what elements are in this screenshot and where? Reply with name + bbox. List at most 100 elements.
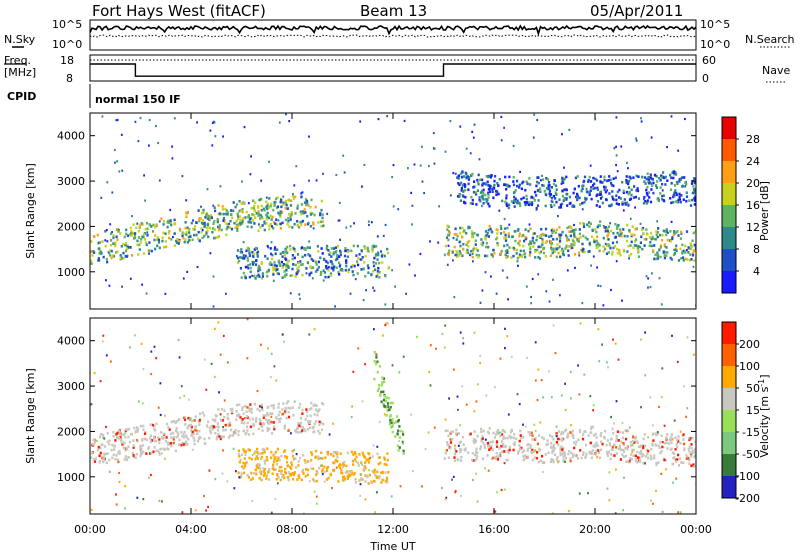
- power-cell: [481, 189, 484, 193]
- velocity-cell: [354, 452, 357, 456]
- velocity-cell: [259, 422, 262, 426]
- power-cell: [685, 191, 688, 194]
- power-cell: [520, 187, 523, 191]
- power-cell: [656, 220, 659, 223]
- power-cell: [296, 207, 299, 210]
- power-cell: [635, 238, 638, 241]
- power-cell: [598, 224, 601, 227]
- velocity-cell: [90, 452, 94, 455]
- power-cell: [468, 240, 471, 243]
- velocity-cell: [351, 459, 354, 463]
- velocity-cell: [290, 463, 294, 467]
- power-cell: [616, 170, 619, 173]
- power-cell: [446, 228, 449, 231]
- power-cell: [541, 184, 544, 187]
- power-cell: [563, 166, 565, 169]
- velocity-cell: [261, 408, 264, 411]
- power-cell: [154, 234, 157, 237]
- power-cell: [182, 236, 185, 240]
- power-cell: [281, 221, 284, 225]
- power-cell: [349, 225, 352, 228]
- power-cell: [461, 171, 464, 174]
- velocity-cell: [555, 458, 559, 461]
- power-cell: [555, 255, 558, 259]
- power-cell: [114, 161, 116, 164]
- power-cell: [595, 179, 599, 182]
- velocity-cell: [276, 458, 280, 462]
- velocity-cell: [334, 459, 337, 462]
- power-cell: [503, 183, 506, 187]
- velocity-cell: [495, 430, 498, 434]
- power-cell: [643, 180, 646, 183]
- power-cell: [125, 255, 128, 258]
- power-cell: [207, 235, 210, 239]
- power-cell: [289, 248, 292, 251]
- power-cell: [479, 301, 482, 304]
- power-cell: [671, 237, 674, 241]
- power-cell: [674, 189, 677, 192]
- power-cell: [660, 303, 663, 306]
- velocity-cell: [327, 476, 330, 480]
- power-cell: [200, 230, 203, 234]
- power-cell: [236, 225, 239, 228]
- velocity-cell: [325, 469, 329, 473]
- velocity-colorbar-swatch: [722, 410, 736, 432]
- power-cell: [653, 244, 656, 247]
- power-colorbar-swatch: [722, 205, 736, 227]
- velocity-cell: [164, 457, 166, 460]
- power-cell: [460, 181, 463, 185]
- power-cell: [253, 274, 256, 278]
- velocity-cell: [693, 455, 696, 459]
- power-cell: [112, 255, 116, 258]
- cpid-label: CPID: [7, 90, 36, 103]
- velocity-cell: [608, 471, 611, 474]
- velocity-cell: [306, 473, 310, 477]
- power-cell: [578, 196, 581, 200]
- velocity-cell: [666, 447, 669, 450]
- velocity-cell: [372, 444, 375, 447]
- velocity-cell: [661, 441, 664, 444]
- power-cell: [266, 211, 269, 215]
- power-cell: [469, 152, 472, 155]
- velocity-cell: [266, 411, 269, 415]
- power-cell: [599, 197, 603, 200]
- power-cell: [463, 175, 466, 178]
- power-cell: [341, 269, 344, 272]
- velocity-cell: [592, 404, 595, 407]
- velocity-cell: [134, 430, 137, 434]
- velocity-cell: [655, 461, 658, 465]
- power-cell: [484, 193, 487, 197]
- velocity-cell: [568, 510, 570, 513]
- power-cell: [561, 230, 564, 234]
- power-cell: [372, 264, 376, 268]
- velocity-cell: [690, 446, 693, 450]
- power-cell: [286, 207, 289, 210]
- freq-trace: [90, 63, 696, 77]
- velocity-cell: [292, 477, 295, 481]
- velocity-cell: [321, 470, 324, 473]
- power-cell: [483, 182, 487, 185]
- power-cell: [537, 181, 540, 185]
- power-cell: [487, 202, 490, 206]
- power-cell: [574, 176, 577, 180]
- velocity-cell: [248, 409, 251, 413]
- power-cell: [674, 170, 677, 174]
- power-cell: [505, 236, 508, 239]
- velocity-cell: [289, 465, 292, 469]
- velocity-cell: [473, 453, 477, 457]
- power-cell: [493, 179, 496, 183]
- power-cell: [496, 190, 499, 193]
- power-cell: [239, 250, 242, 254]
- velocity-cell: [590, 452, 593, 455]
- velocity-cell: [312, 426, 315, 430]
- power-cell: [645, 238, 648, 241]
- velocity-cell: [355, 455, 358, 459]
- power-cell: [541, 232, 544, 236]
- velocity-cell: [563, 454, 567, 457]
- velocity-cell: [386, 405, 390, 409]
- velocity-cell: [574, 454, 577, 457]
- power-cell: [284, 206, 287, 210]
- power-cell: [484, 254, 487, 258]
- power-cell: [129, 226, 132, 230]
- velocity-cell: [274, 456, 277, 459]
